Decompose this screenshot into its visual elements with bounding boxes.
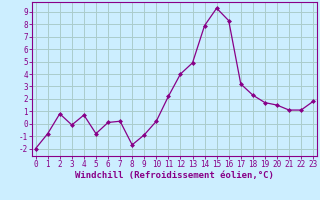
X-axis label: Windchill (Refroidissement éolien,°C): Windchill (Refroidissement éolien,°C) — [75, 171, 274, 180]
